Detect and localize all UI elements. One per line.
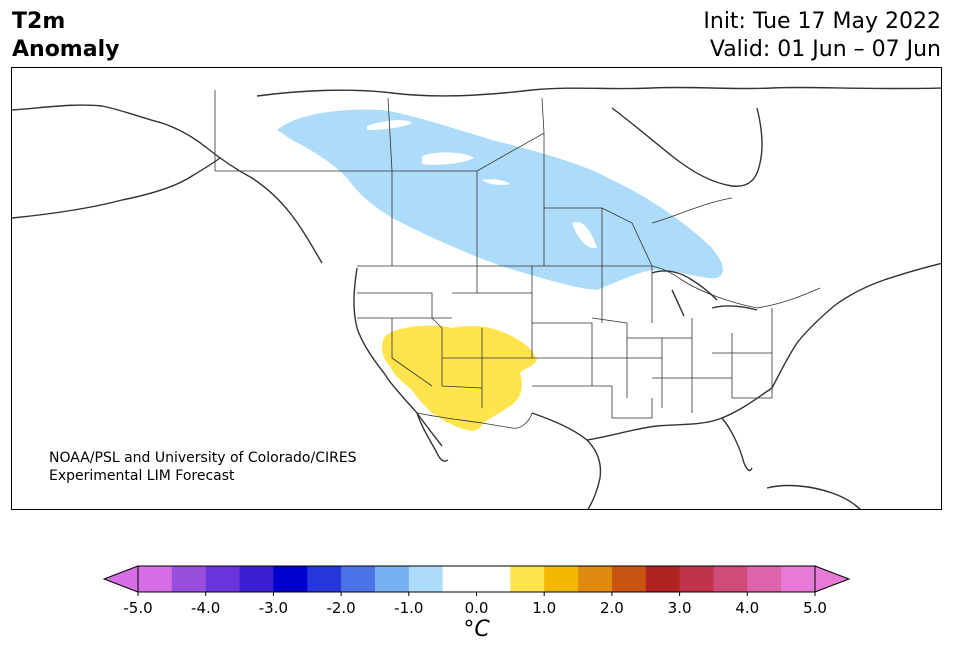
colorbar-tick-label: -2.0 [326,599,355,617]
colorbar-tick-label: 4.0 [735,599,759,617]
cool-anomaly-region [277,109,724,290]
credit-line-2: Experimental LIM Forecast [49,468,235,484]
colorbar-tick-label: 2.0 [600,599,624,617]
title-line-1: T2m [12,9,66,34]
colorbar-cell [679,566,714,592]
colorbar-cell [645,566,681,592]
credit-text: NOAA/PSL and University of Colorado/CIRE… [49,449,357,485]
colorbar-cell [510,566,545,592]
lake-patch [572,222,597,249]
lake-patch [482,179,510,185]
colorbar-cell [239,566,274,592]
forecast-dates: Init: Tue 17 May 2022 Valid: 01 Jun – 07… [703,8,941,64]
colorbar-cell [205,566,241,592]
colorbar-cell [138,566,173,592]
colorbar-extend-high [814,565,851,593]
valid-range: Valid: 01 Jun – 07 Jun [709,37,941,62]
colorbar-unit: °C [463,617,490,642]
chart-title: T2m Anomaly [12,8,119,64]
colorbar-tick-label: 5.0 [803,599,827,617]
colorbar-tick-label: 1.0 [532,599,556,617]
colorbar-cell [273,566,308,592]
colorbar-cell [544,566,579,592]
warm-anomaly-region [382,325,537,431]
colorbar-cell [781,566,816,592]
lake-patch [422,152,474,165]
colorbar-tick-label: 3.0 [668,599,692,617]
colorbar-cell [171,566,207,592]
colorbar-cell [307,566,342,592]
colorbar-cell [578,566,613,592]
coastlines [12,86,941,509]
colorbar-tick-label: 0.0 [465,599,489,617]
colorbar-tick-label: -4.0 [191,599,220,617]
colorbar-cell [341,566,376,592]
colorbar-tick-label: -1.0 [394,599,423,617]
colorbar-extend-low [102,565,139,593]
colorbar-cell [747,566,782,592]
colorbar-cell [476,566,511,592]
colorbar-cell [374,566,410,592]
colorbar-cells [102,565,851,593]
borders [214,90,821,429]
title-line-2: Anomaly [12,37,120,62]
colorbar-tick-label: -3.0 [259,599,288,617]
credit-line-1: NOAA/PSL and University of Colorado/CIRE… [49,450,357,466]
colorbar-cell [408,566,444,592]
colorbar-cell [713,566,748,592]
colorbar-cell [442,566,477,592]
init-date: Init: Tue 17 May 2022 [703,9,941,34]
colorbar-ticks: -5.0 -4.0 -3.0 -2.0 -1.0 0.0 1.0 2.0 3.0 4.0 5.0 [123,592,827,617]
colorbar-cell [611,566,647,592]
map-panel [11,67,942,510]
colorbar: -5.0 -4.0 -3.0 -2.0 -1.0 0.0 1.0 2.0 3.0 4.0 5.0 [102,565,851,617]
north-america-map [12,86,941,509]
colorbar-tick-label: -5.0 [123,599,152,617]
